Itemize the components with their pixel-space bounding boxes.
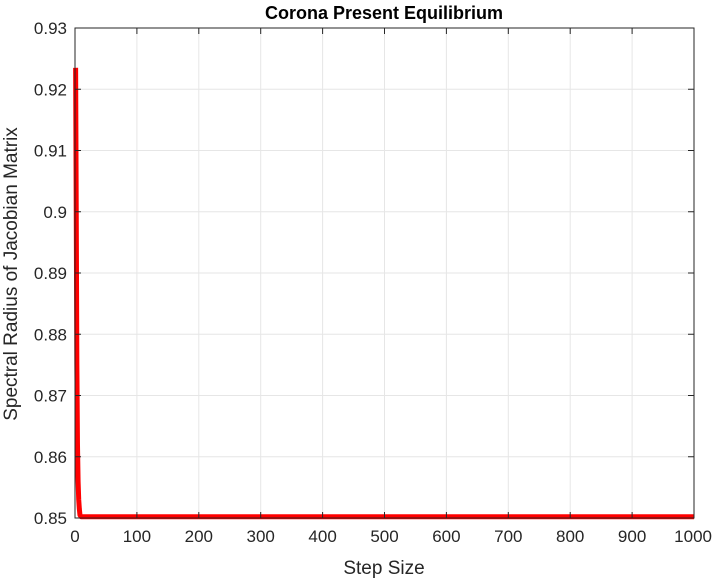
grid xyxy=(74,27,695,519)
x-tick-label: 700 xyxy=(494,527,522,546)
series-layer xyxy=(73,67,694,520)
x-tick-label: 300 xyxy=(247,527,275,546)
x-tick-label: 800 xyxy=(556,527,584,546)
series-line xyxy=(73,67,694,520)
y-axis-label: Spectral Radius of Jacobian Matrix xyxy=(1,127,22,421)
y-tick-label: 0.87 xyxy=(34,387,67,406)
chart-title: Corona Present Equilibrium xyxy=(265,3,503,23)
x-tick-label: 500 xyxy=(370,527,398,546)
x-tick-label: 1000 xyxy=(674,527,712,546)
x-tick-label: 0 xyxy=(70,527,79,546)
y-tick-label: 0.85 xyxy=(34,509,67,528)
x-axis-label: Step Size xyxy=(343,558,424,579)
y-tick-label: 0.91 xyxy=(34,142,67,161)
y-tick-label: 0.92 xyxy=(34,80,67,99)
x-tick-label: 600 xyxy=(432,527,460,546)
ticks xyxy=(74,27,695,519)
y-tick-label: 0.93 xyxy=(34,19,67,38)
x-tick-label: 100 xyxy=(123,527,151,546)
y-tick-label: 0.9 xyxy=(43,203,67,222)
x-tick-label: 400 xyxy=(308,527,336,546)
y-tick-label: 0.88 xyxy=(34,325,67,344)
x-tick-label: 900 xyxy=(618,527,646,546)
y-tick-label: 0.86 xyxy=(34,448,67,467)
y-tick-label: 0.89 xyxy=(34,264,67,283)
x-tick-label: 200 xyxy=(185,527,213,546)
tick-labels: 0 100 200 300 400 500 600 700 800 900 1000 0.85 0.86… xyxy=(34,19,712,546)
